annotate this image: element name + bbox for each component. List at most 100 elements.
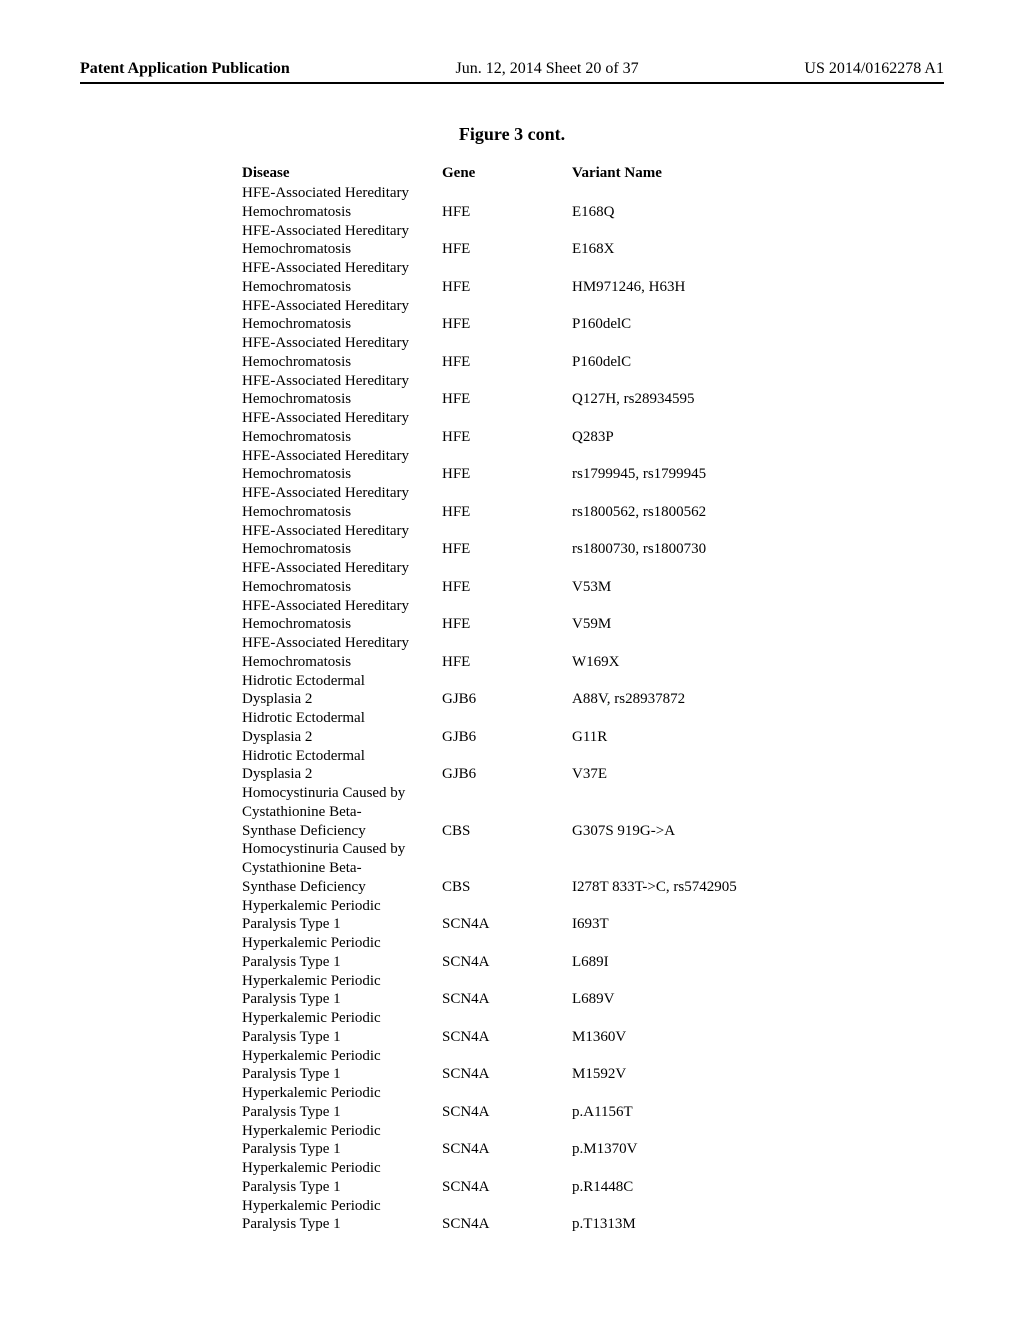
table-row: Hyperkalemic PeriodicParalysis Type 1SCN… <box>242 1197 882 1235</box>
disease-cell: Hyperkalemic Periodic <box>242 934 442 953</box>
table-row: Hyperkalemic PeriodicParalysis Type 1SCN… <box>242 1159 882 1197</box>
disease-cell: Hyperkalemic Periodic <box>242 972 442 991</box>
disease-line: Hyperkalemic Periodic <box>242 897 882 916</box>
disease-cell: Hemochromatosis <box>242 653 442 672</box>
table-row: Hidrotic EctodermalDysplasia 2GJB6G11R <box>242 709 882 747</box>
disease-cell: HFE-Associated Hereditary <box>242 484 442 503</box>
disease-cell: Dysplasia 2 <box>242 765 442 784</box>
col-header-gene: Gene <box>442 165 572 182</box>
disease-cell: Hemochromatosis <box>242 428 442 447</box>
disease-cell: Synthase Deficiency <box>242 822 442 841</box>
data-line: HemochromatosisHFEHM971246, H63H <box>242 278 882 297</box>
gene-cell: HFE <box>442 540 572 559</box>
table-row: HFE-Associated HereditaryHemochromatosis… <box>242 334 882 372</box>
data-line: Paralysis Type 1SCN4AI693T <box>242 915 882 934</box>
disease-cell: Hyperkalemic Periodic <box>242 897 442 916</box>
disease-cell: HFE-Associated Hereditary <box>242 334 442 353</box>
variant-cell: rs1800730, rs1800730 <box>572 540 882 559</box>
table-row: HFE-Associated HereditaryHemochromatosis… <box>242 222 882 260</box>
gene-cell: HFE <box>442 653 572 672</box>
disease-cell: HFE-Associated Hereditary <box>242 597 442 616</box>
table-row: Hyperkalemic PeriodicParalysis Type 1SCN… <box>242 1122 882 1160</box>
disease-cell: HFE-Associated Hereditary <box>242 372 442 391</box>
data-line: Paralysis Type 1SCN4Ap.R1448C <box>242 1178 882 1197</box>
data-line: Dysplasia 2GJB6V37E <box>242 765 882 784</box>
data-line: HemochromatosisHFEQ127H, rs28934595 <box>242 390 882 409</box>
variant-cell: V53M <box>572 578 882 597</box>
data-line: Synthase DeficiencyCBSG307S 919G->A <box>242 822 882 841</box>
table-row: Hyperkalemic PeriodicParalysis Type 1SCN… <box>242 1047 882 1085</box>
disease-line: HFE-Associated Hereditary <box>242 409 882 428</box>
variant-cell: L689I <box>572 953 882 972</box>
disease-cell: Hyperkalemic Periodic <box>242 1009 442 1028</box>
gene-cell: SCN4A <box>442 990 572 1009</box>
gene-cell: SCN4A <box>442 1178 572 1197</box>
table-row: Hidrotic EctodermalDysplasia 2GJB6V37E <box>242 747 882 785</box>
variant-cell: V37E <box>572 765 882 784</box>
disease-cell: Synthase Deficiency <box>242 878 442 897</box>
gene-cell: SCN4A <box>442 915 572 934</box>
disease-cell: Hemochromatosis <box>242 240 442 259</box>
gene-cell: GJB6 <box>442 728 572 747</box>
variant-cell: Q283P <box>572 428 882 447</box>
disease-cell: Hemochromatosis <box>242 278 442 297</box>
variant-cell: rs1799945, rs1799945 <box>572 465 882 484</box>
table-header-row: Disease Gene Variant Name <box>242 165 882 182</box>
table-row: HFE-Associated HereditaryHemochromatosis… <box>242 447 882 485</box>
table-row: Hyperkalemic PeriodicParalysis Type 1SCN… <box>242 1084 882 1122</box>
disease-line: HFE-Associated Hereditary <box>242 447 882 466</box>
gene-cell: HFE <box>442 503 572 522</box>
header-doc-number: US 2014/0162278 A1 <box>804 60 944 78</box>
gene-cell: HFE <box>442 315 572 334</box>
gene-cell: GJB6 <box>442 765 572 784</box>
data-line: Paralysis Type 1SCN4Ap.A1156T <box>242 1103 882 1122</box>
data-line: HemochromatosisHFEP160delC <box>242 353 882 372</box>
table-row: HFE-Associated HereditaryHemochromatosis… <box>242 184 882 222</box>
disease-cell: HFE-Associated Hereditary <box>242 522 442 541</box>
disease-cell: Hyperkalemic Periodic <box>242 1197 442 1216</box>
gene-cell: SCN4A <box>442 1028 572 1047</box>
disease-line: Hyperkalemic Periodic <box>242 1159 882 1178</box>
data-line: Paralysis Type 1SCN4AL689I <box>242 953 882 972</box>
data-line: HemochromatosisHFEQ283P <box>242 428 882 447</box>
disease-cell: Paralysis Type 1 <box>242 1215 442 1234</box>
disease-cell: HFE-Associated Hereditary <box>242 447 442 466</box>
disease-cell: Hyperkalemic Periodic <box>242 1047 442 1066</box>
disease-cell: Hidrotic Ectodermal <box>242 672 442 691</box>
gene-cell: SCN4A <box>442 1215 572 1234</box>
data-table: Disease Gene Variant Name HFE-Associated… <box>142 165 882 1234</box>
variant-cell: I278T 833T->C, rs5742905 <box>572 878 882 897</box>
disease-line: Cystathionine Beta- <box>242 859 882 878</box>
disease-line: HFE-Associated Hereditary <box>242 372 882 391</box>
gene-cell: HFE <box>442 278 572 297</box>
disease-cell: Hyperkalemic Periodic <box>242 1084 442 1103</box>
disease-line: Hidrotic Ectodermal <box>242 709 882 728</box>
disease-cell: HFE-Associated Hereditary <box>242 634 442 653</box>
data-line: Paralysis Type 1SCN4AM1360V <box>242 1028 882 1047</box>
variant-cell: rs1800562, rs1800562 <box>572 503 882 522</box>
data-line: Dysplasia 2GJB6G11R <box>242 728 882 747</box>
disease-cell: HFE-Associated Hereditary <box>242 259 442 278</box>
variant-cell: E168X <box>572 240 882 259</box>
data-line: HemochromatosisHFErs1799945, rs1799945 <box>242 465 882 484</box>
disease-cell: HFE-Associated Hereditary <box>242 409 442 428</box>
gene-cell: CBS <box>442 822 572 841</box>
data-line: HemochromatosisHFEE168Q <box>242 203 882 222</box>
data-line: Synthase DeficiencyCBSI278T 833T->C, rs5… <box>242 878 882 897</box>
gene-cell: SCN4A <box>442 953 572 972</box>
table-row: HFE-Associated HereditaryHemochromatosis… <box>242 372 882 410</box>
gene-cell: HFE <box>442 353 572 372</box>
disease-line: HFE-Associated Hereditary <box>242 297 882 316</box>
disease-cell: Hemochromatosis <box>242 315 442 334</box>
gene-cell: HFE <box>442 465 572 484</box>
gene-cell: HFE <box>442 390 572 409</box>
table-row: HFE-Associated HereditaryHemochromatosis… <box>242 259 882 297</box>
figure-title: Figure 3 cont. <box>80 124 944 145</box>
disease-cell: Hidrotic Ectodermal <box>242 747 442 766</box>
table-row: HFE-Associated HereditaryHemochromatosis… <box>242 634 882 672</box>
gene-cell: SCN4A <box>442 1103 572 1122</box>
gene-cell: CBS <box>442 878 572 897</box>
disease-line: Hidrotic Ectodermal <box>242 672 882 691</box>
table-row: HFE-Associated HereditaryHemochromatosis… <box>242 522 882 560</box>
disease-cell: Hemochromatosis <box>242 578 442 597</box>
